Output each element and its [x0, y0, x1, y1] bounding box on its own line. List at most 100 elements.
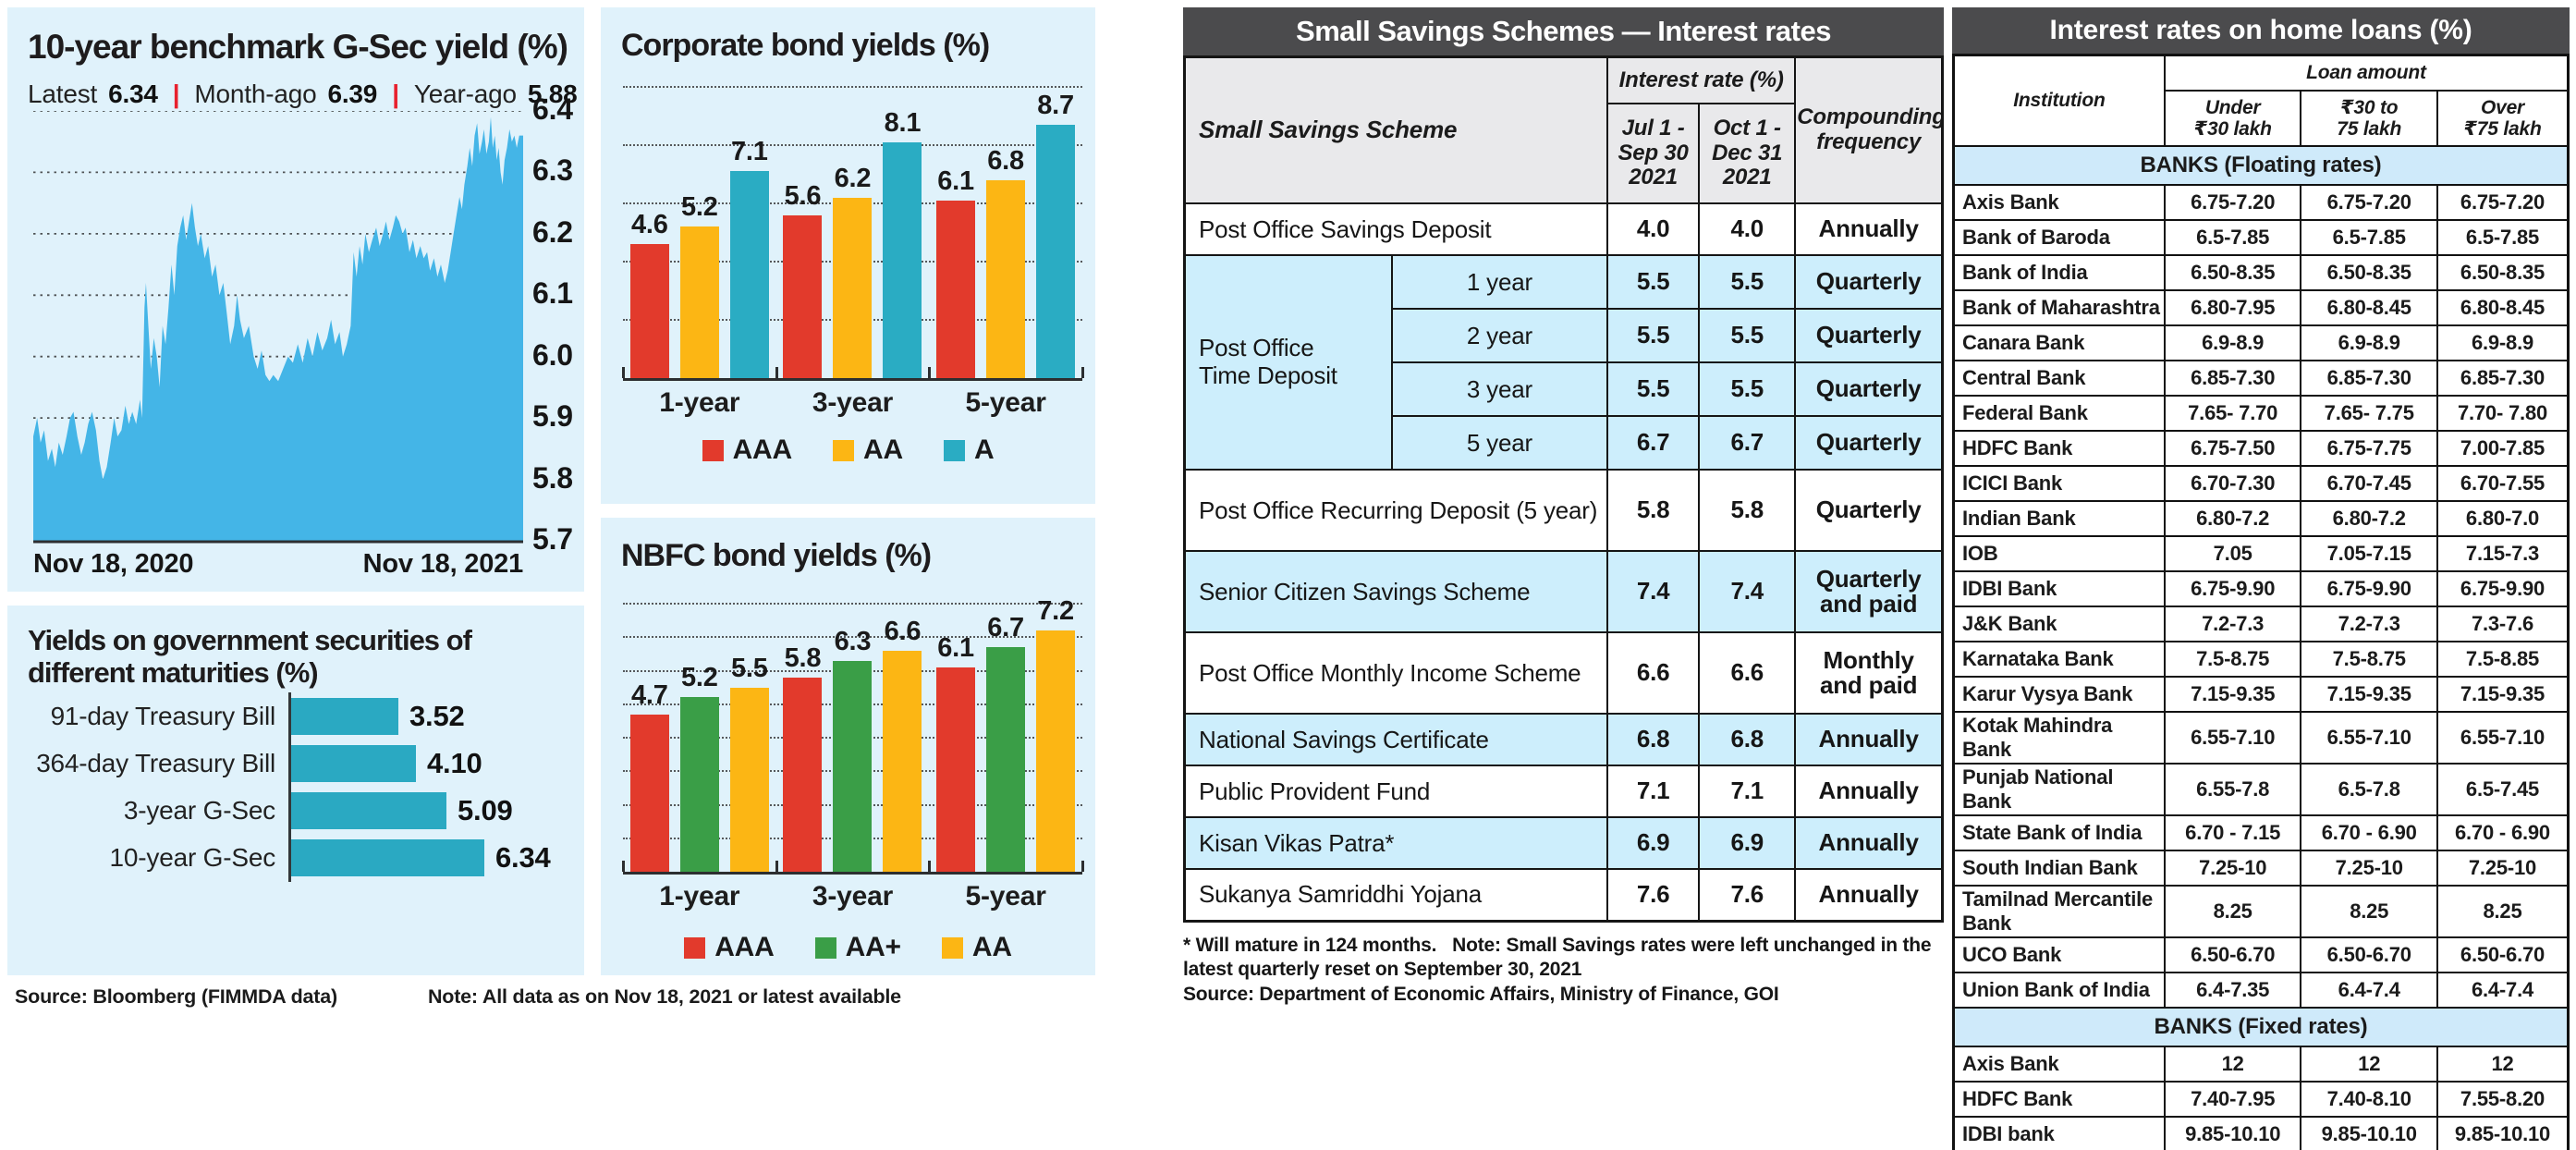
category-label: 3-year — [812, 387, 894, 418]
cell-rate: 6.50-6.70 — [2436, 936, 2570, 973]
header-rate-period-1: Jul 1 - Sep 30 2021 — [1606, 103, 1701, 204]
cell-rate: 6.5-7.85 — [2436, 219, 2570, 256]
table-row: Karnataka Bank 7.5-8.75 7.5-8.75 7.5-8.85 — [1952, 641, 2570, 678]
small-savings-source: Source: Department of Economic Affairs, … — [1183, 984, 1779, 1005]
legend-label: AA — [971, 932, 1012, 962]
bar-value-label: 5.8 — [784, 643, 822, 673]
cell-bank-name: Axis Bank — [1952, 1046, 2166, 1083]
nbfc-bond-panel: NBFC bond yields (%) 4.7 5.2 5.5 5.8 6.3 6.6 6.… — [601, 518, 1095, 975]
hbar-category-label: 10-year G-Sec — [109, 843, 276, 872]
cell-rate: 5.5 — [1606, 308, 1701, 363]
cell-rate: 8.25 — [2436, 885, 2570, 938]
cell-bank-name: ICICI Bank — [1952, 465, 2166, 502]
bar-A: 7.1 — [729, 137, 769, 378]
home-loans-table-block: Interest rates on home loans (%) Institut… — [1952, 7, 2570, 1150]
small-savings-table: Small Savings Scheme Interest rate (%) Com… — [1183, 55, 1944, 923]
hbar-track: 5.09 — [288, 787, 575, 835]
hbar-value-label: 4.10 — [427, 747, 482, 779]
x-axis-end-label: Nov 18, 2021 — [362, 549, 524, 579]
bar-group: 5.8 6.3 6.6 — [776, 604, 930, 872]
axis-tick — [1081, 367, 1084, 378]
legend-swatch-AA+ — [814, 936, 836, 959]
cell-rate: 6.50-8.35 — [2436, 254, 2570, 291]
bar-A: 8.7 — [1036, 91, 1076, 378]
table-row: Senior Citizen Savings Scheme 7.4 7.4 Quart… — [1183, 550, 1944, 633]
table-row: Karur Vysya Bank 7.15-9.35 7.15-9.35 7.15-9… — [1952, 676, 2570, 713]
stat-divider: | — [392, 80, 399, 108]
table-row: Union Bank of India 6.4-7.35 6.4-7.4 6.4-7.… — [1952, 972, 2570, 1009]
table-row: HDFC Bank 6.75-7.50 6.75-7.75 7.00-7.85 — [1952, 430, 2570, 467]
table-row: Post Office Recurring Deposit (5 year) 5.… — [1183, 469, 1944, 552]
cell-rate: 12 — [2163, 1046, 2302, 1083]
cell-scheme: Post Office Monthly Income Scheme — [1183, 631, 1609, 715]
bar-group: 4.7 5.2 5.5 — [623, 604, 776, 872]
cell-term: 1 year — [1390, 254, 1609, 310]
bar-AA: 5.5 — [729, 654, 769, 872]
bar-value-label: 5.5 — [730, 654, 768, 683]
y-tick-label: 6.3 — [532, 153, 573, 188]
hbar-track: 3.52 — [288, 692, 575, 740]
cell-rate: 7.5-8.75 — [2300, 641, 2438, 678]
hbar-category-label: 364-day Treasury Bill — [36, 749, 275, 777]
cell-scheme: Post Office Recurring Deposit (5 year) — [1183, 469, 1609, 552]
bar-AAA: 5.8 — [783, 643, 823, 872]
stat-label: Year-ago — [413, 80, 517, 108]
cell-rate: 6.9 — [1606, 816, 1701, 870]
legend-item: AAA — [684, 932, 775, 963]
cell-rate: 6.75-9.90 — [2163, 570, 2302, 607]
category-label: 1-year — [659, 387, 740, 418]
corporate-category-labels: 1-year 3-year 5-year — [623, 387, 1082, 419]
legend-label: AAA — [732, 434, 793, 465]
cell-frequency: Annually — [1794, 713, 1944, 766]
cell-term: 2 year — [1390, 308, 1609, 363]
table-row: Post Office Time Deposit 1 year 5.5 5.5 Quar… — [1183, 254, 1944, 471]
table-row: Tamilnad Mercantile Bank 8.25 8.25 8.25 — [1952, 885, 2570, 938]
table-row: Kotak Mahindra Bank 6.55-7.10 6.55-7.10 6.5… — [1952, 711, 2570, 765]
stat-label: Latest — [28, 80, 98, 108]
table-row: South Indian Bank 7.25-10 7.25-10 7.25-10 — [1952, 850, 2570, 887]
cell-rate: 6.70 - 7.15 — [2163, 814, 2302, 851]
header-row: Small Savings Scheme Interest rate (%) Com… — [1183, 55, 1944, 204]
hbar-bar — [291, 839, 484, 876]
gsec-stats-row: Latest 6.34 | Month-ago 6.39 | Year-ago 5.88 — [28, 80, 578, 109]
cell-frequency: Annually — [1794, 816, 1944, 870]
corporate-plot-area: 4.6 5.2 7.1 5.6 6.2 8.1 6.1 6.8 8.7 — [622, 86, 1084, 381]
cell-frequency: Quarterly — [1794, 361, 1944, 417]
table-row: ICICI Bank 6.70-7.30 6.70-7.45 6.70-7.55 — [1952, 465, 2570, 502]
cell-rate: 6.5-7.45 — [2436, 763, 2570, 816]
cell-rate: 7.25-10 — [2436, 850, 2570, 887]
bar-A: 8.1 — [883, 108, 922, 378]
bar-value-label: 6.1 — [937, 633, 974, 663]
axis-tick — [622, 367, 625, 378]
cell-rate: 6.80-7.2 — [2163, 500, 2302, 537]
maturity-chart-title: Yields on government securities of diffe… — [28, 624, 472, 690]
header-scheme: Small Savings Scheme — [1183, 55, 1609, 204]
bar-value-label: 5.6 — [784, 181, 822, 211]
corporate-bond-panel: Corporate bond yields (%) 4.6 5.2 7.1 5.6 6.2… — [601, 7, 1095, 504]
cell-rate: 7.15-7.3 — [2436, 535, 2570, 572]
cell-rate: 8.25 — [2163, 885, 2302, 938]
table-row: Central Bank 6.85-7.30 6.85-7.30 6.85-7.30 — [1952, 360, 2570, 397]
table-body: BANKS (Floating rates) Axis Bank 6.75-7.20… — [1952, 145, 2570, 1150]
table-row: IDBI bank 9.85-10.10 9.85-10.10 9.85-10.10 — [1952, 1116, 2570, 1150]
table-row: IOB 7.05 7.05-7.15 7.15-7.3 — [1952, 535, 2570, 572]
cell-rate: 6.9 — [1698, 816, 1797, 870]
cell-rate: 4.0 — [1698, 202, 1797, 256]
cell-bank-name: Kotak Mahindra Bank — [1952, 711, 2166, 765]
bar-AA+: 5.2 — [679, 663, 719, 872]
legend-swatch-AAA — [684, 936, 706, 959]
cell-rate: 7.5-8.85 — [2436, 641, 2570, 678]
cell-rate: 6.55-7.8 — [2163, 763, 2302, 816]
hbar-bar — [291, 792, 446, 829]
stat-label: Month-ago — [194, 80, 317, 108]
cell-rate: 6.80-7.2 — [2300, 500, 2438, 537]
table-row: Indian Bank 6.80-7.2 6.80-7.2 6.80-7.0 — [1952, 500, 2570, 537]
cell-rate: 6.75-9.90 — [2436, 570, 2570, 607]
small-savings-table-block: Small Savings Schemes — Interest rates Sm… — [1183, 7, 1944, 1006]
bar-group: 5.6 6.2 8.1 — [776, 87, 930, 378]
cell-rate: 7.2-7.3 — [2300, 606, 2438, 642]
cell-bank-name: Federal Bank — [1952, 395, 2166, 432]
hbar-row: 91-day Treasury Bill 3.52 — [20, 692, 575, 740]
cell-scheme: Kisan Vikas Patra* — [1183, 816, 1609, 870]
